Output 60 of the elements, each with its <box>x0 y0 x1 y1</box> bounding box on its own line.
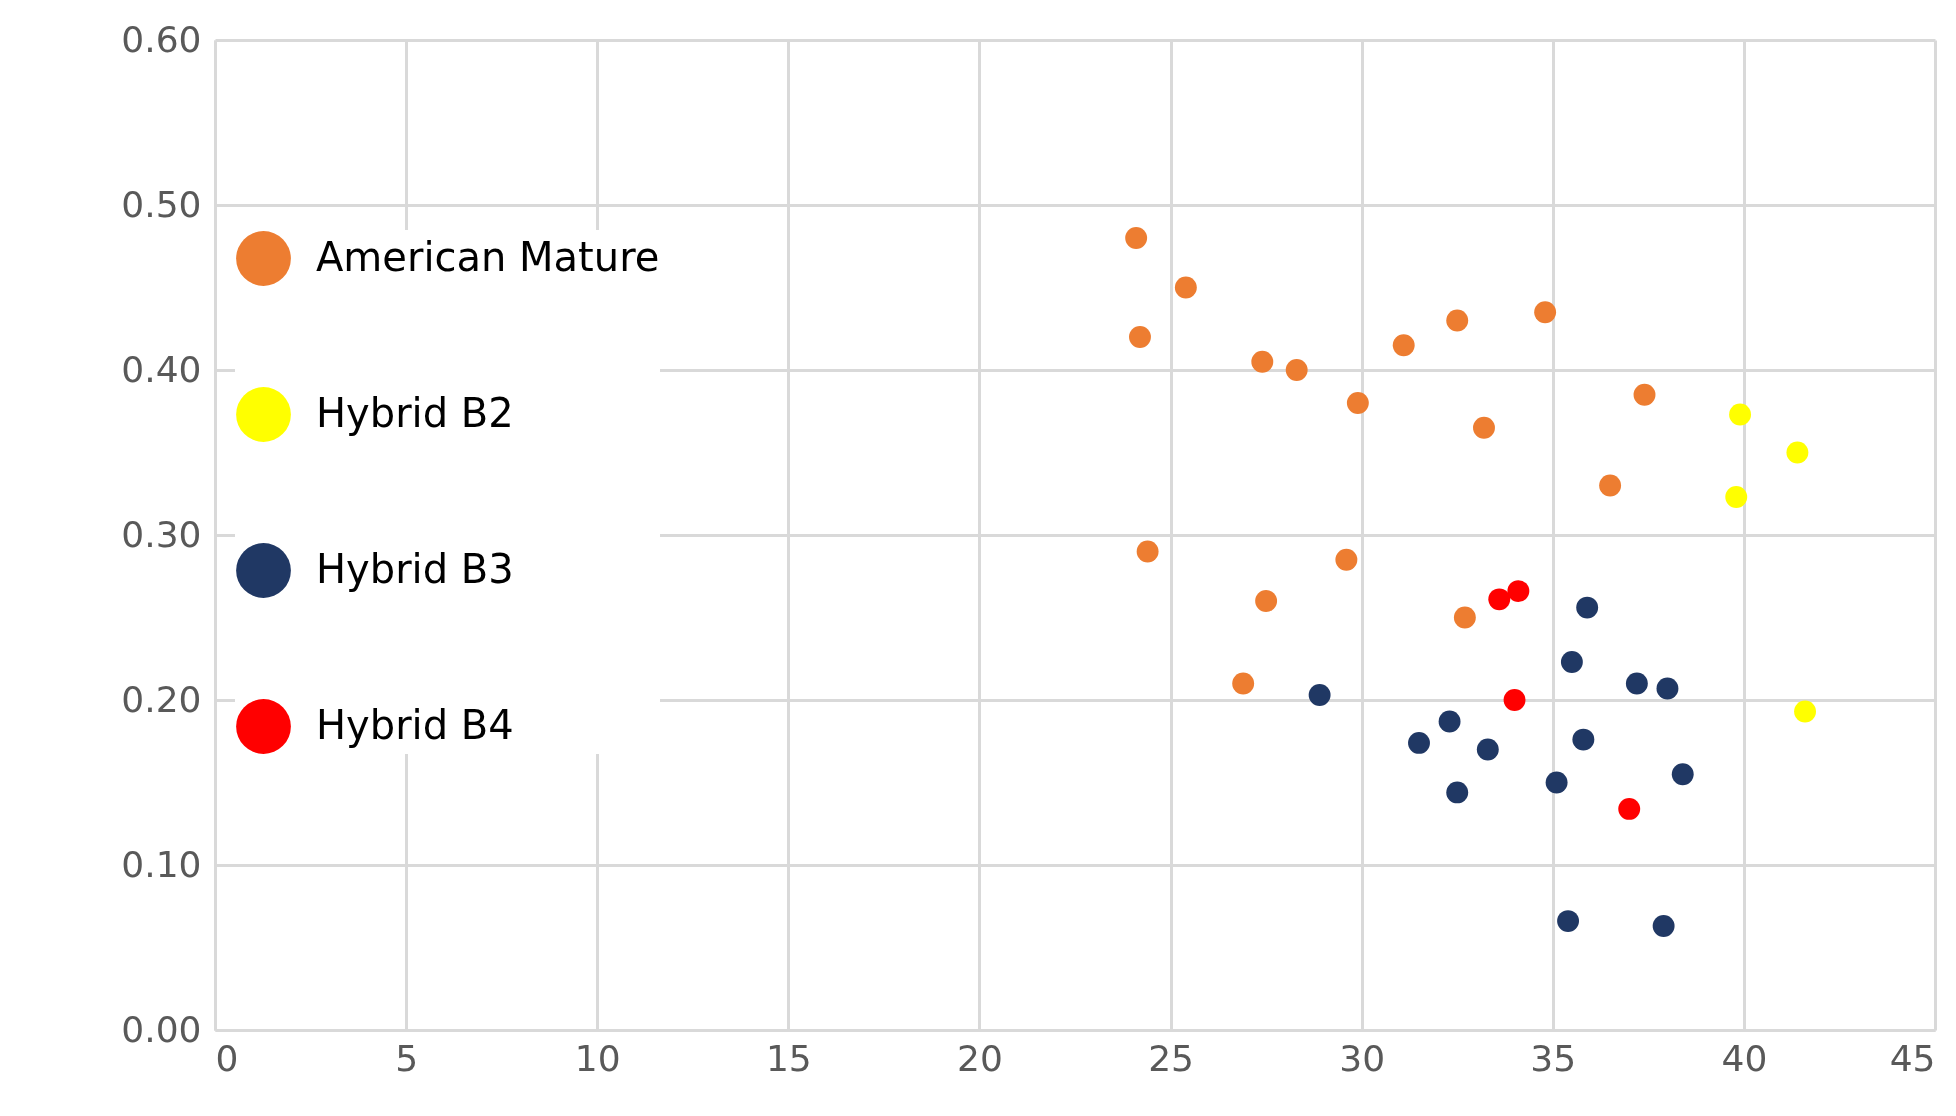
point <box>1174 276 1197 299</box>
x-tick-label: 0 <box>215 1037 239 1079</box>
point <box>1725 486 1748 508</box>
point <box>1446 309 1469 332</box>
point <box>1473 416 1495 439</box>
point <box>1488 588 1511 611</box>
point <box>1572 728 1595 751</box>
point <box>1794 700 1816 723</box>
point <box>1507 580 1530 603</box>
y-tick-label: 0.30 <box>121 513 202 555</box>
point <box>1251 350 1274 373</box>
x-tick-label: 15 <box>765 1037 812 1079</box>
legend-label: Hybrid B4 <box>316 701 514 748</box>
x-tick-label: 35 <box>1530 1037 1577 1079</box>
point <box>1255 590 1278 612</box>
point <box>1408 731 1430 754</box>
x-tick-label: 5 <box>395 1037 419 1079</box>
point <box>1335 548 1358 571</box>
point <box>1392 334 1415 357</box>
point <box>1129 326 1151 348</box>
point <box>1576 596 1599 619</box>
y-tick-label: 0.00 <box>121 1008 202 1050</box>
point <box>1232 672 1255 695</box>
point <box>1534 301 1557 324</box>
point <box>1560 651 1583 673</box>
y-tick-label: 0.20 <box>121 678 202 720</box>
x-tick-label: 45 <box>1889 1037 1936 1079</box>
legend-label: Hybrid B2 <box>316 389 514 436</box>
point <box>1125 227 1148 249</box>
point <box>1453 606 1476 629</box>
point <box>1656 677 1679 700</box>
point <box>1346 392 1369 414</box>
point <box>1625 672 1648 695</box>
point <box>1652 915 1675 937</box>
point <box>1786 441 1809 464</box>
point <box>1729 403 1752 426</box>
legend-label: Hybrid B3 <box>316 545 514 592</box>
point <box>1446 781 1469 804</box>
y-tick-label: 0.10 <box>121 843 202 885</box>
point <box>1557 910 1580 933</box>
point <box>1545 771 1568 794</box>
legend-label: American Mature <box>316 233 660 280</box>
point <box>1308 684 1331 706</box>
point <box>1285 359 1308 381</box>
y-tick-label: 0.50 <box>121 183 202 225</box>
x-tick-label: 25 <box>1148 1037 1194 1079</box>
x-tick-label: 20 <box>957 1037 1003 1079</box>
point <box>1136 540 1159 563</box>
y-tick-label: 0.60 <box>121 18 202 60</box>
x-tick-label: 10 <box>574 1037 621 1079</box>
point <box>1476 738 1499 761</box>
point <box>1633 383 1656 406</box>
x-tick-label: 40 <box>1721 1037 1768 1079</box>
x-tick-label: 30 <box>1339 1037 1386 1079</box>
point <box>1599 474 1622 497</box>
y-tick-label: 0.40 <box>121 348 202 390</box>
point <box>1671 763 1694 786</box>
point <box>1618 797 1641 820</box>
point <box>1438 710 1461 733</box>
point <box>1503 689 1526 711</box>
